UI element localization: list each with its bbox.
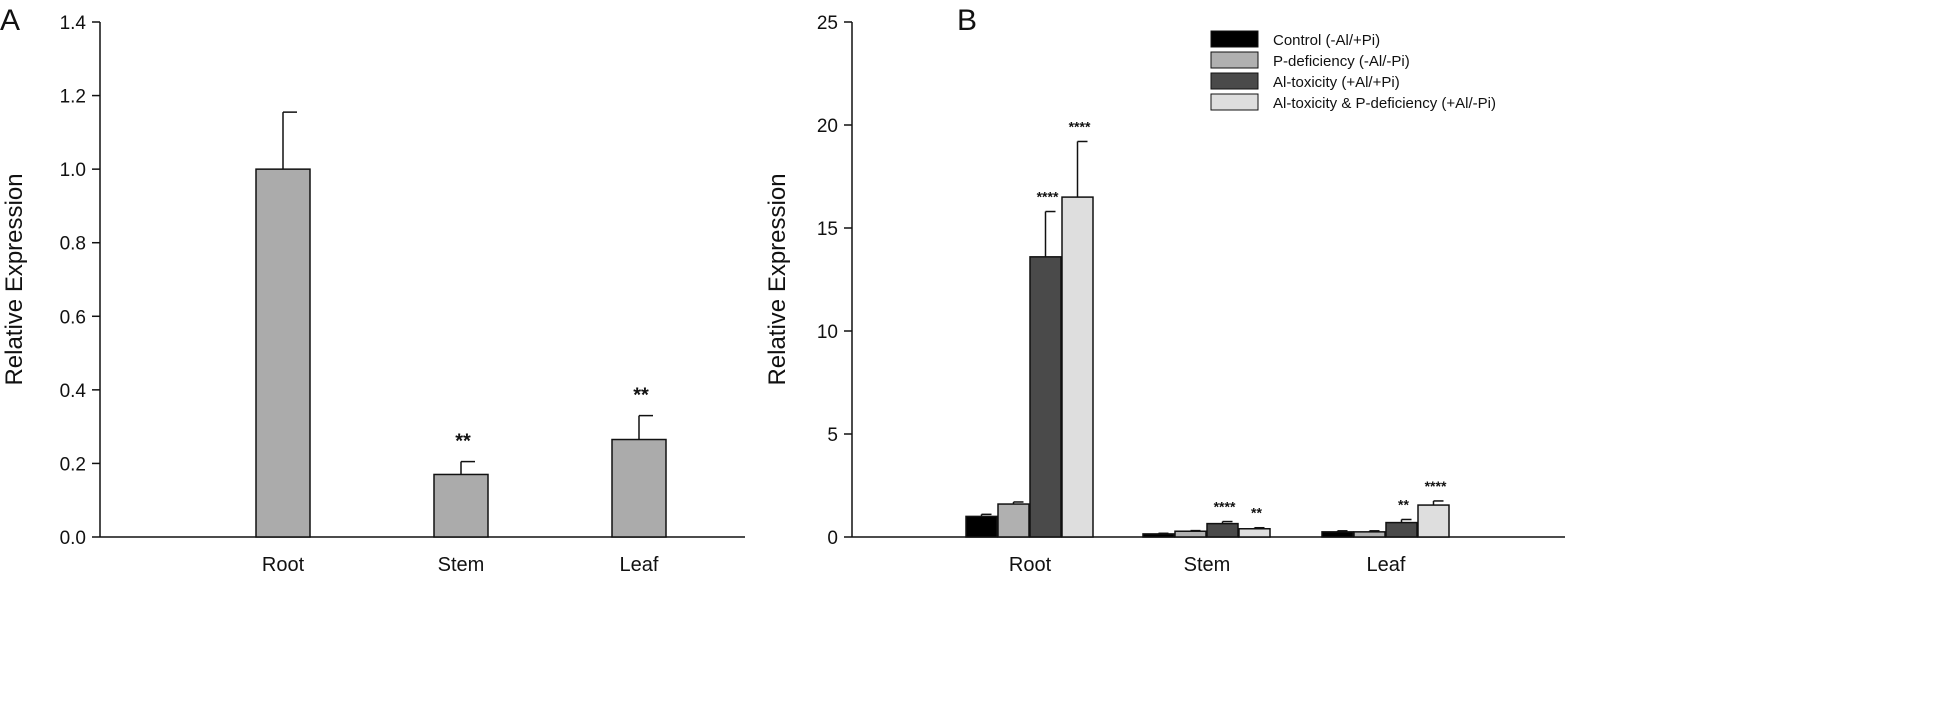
panel-b-significance-marker: **** xyxy=(1069,118,1091,134)
panel-b-bar-leaf-series-3 xyxy=(1385,521,1418,538)
panel-a-significance-marker: ** xyxy=(455,431,471,453)
panel-b-bar-root-series-2 xyxy=(997,503,1030,538)
panel-b-bar-leaf-series-4 xyxy=(1417,504,1450,538)
panel-a-y-axis-label: Relative Expression xyxy=(1,173,28,385)
panel-a-y-tick-label: 1.2 xyxy=(60,87,86,108)
panel-b-y-axis-label: Relative Expression xyxy=(764,173,791,385)
panel-b-bar-leaf-series-2 xyxy=(1353,531,1386,538)
panel-b-significance-marker: ** xyxy=(1251,505,1262,521)
panel-b-category-labels: Root Stem Leaf xyxy=(1009,554,1406,576)
panel-b-bar-stem-series-3 xyxy=(1206,522,1239,538)
panel-b-label: B xyxy=(957,4,977,37)
panel-b-y-tick-label: 10 xyxy=(817,322,838,343)
panel-b-legend-swatch xyxy=(1210,93,1259,111)
panel-a-category-label: Leaf xyxy=(620,554,659,576)
panel-b-legend-swatch xyxy=(1210,51,1259,69)
panel-b-bar-root-series-1 xyxy=(965,515,998,538)
panel-a-significance-marker: ** xyxy=(633,385,649,407)
panel-b-y-tick-label: 25 xyxy=(817,13,838,34)
panel-b-category-label: Root xyxy=(1009,554,1052,576)
panel-b-bar-stem-series-1 xyxy=(1142,533,1175,538)
panel-b-bar-leaf-series-1 xyxy=(1321,531,1354,538)
panel-b-legend-label: P-deficiency (-Al/-Pi) xyxy=(1273,53,1410,70)
panel-b-significance-marker: **** xyxy=(1425,478,1447,494)
panel-a-y-tick-label: 0.6 xyxy=(60,307,86,328)
panel-a-bar-chart: A Relative Expression 0.0 0.2 0.4 0.6 0.8 1.0… xyxy=(0,4,745,576)
panel-a-bar-stem xyxy=(433,473,489,538)
panel-b-legend-swatch xyxy=(1210,30,1259,48)
panel-b-significance-marker: **** xyxy=(1214,499,1236,515)
panel-a-y-tick-label: 1.4 xyxy=(60,13,87,34)
panel-a-y-tick-label: 0.8 xyxy=(60,234,86,255)
panel-b-y-tick-label: 15 xyxy=(817,219,838,240)
panel-b-legend-swatch xyxy=(1210,72,1259,90)
panel-b-category-label: Leaf xyxy=(1367,554,1406,576)
panel-b-bar-root-series-3 xyxy=(1029,256,1062,538)
panel-a-bar-leaf xyxy=(611,438,667,538)
panel-a-bar-root xyxy=(255,168,311,538)
panel-b-legend-label: Al-toxicity (+Al/+Pi) xyxy=(1273,74,1400,91)
panel-b-bar-stem-series-4 xyxy=(1238,528,1271,538)
panel-a-y-tick-label: 0.4 xyxy=(60,381,87,402)
panel-b-bar-stem-series-2 xyxy=(1174,530,1207,538)
panel-a-y-tick-label: 0.2 xyxy=(60,454,86,475)
panel-a-category-labels: Root Stem Leaf xyxy=(262,554,659,576)
panel-b-legend-label: Control (-Al/+Pi) xyxy=(1273,32,1380,49)
panel-b-y-tick-label: 5 xyxy=(827,425,838,446)
panel-a-y-tick-label: 1.0 xyxy=(60,160,86,181)
panel-b-y-ticks: 0 5 10 15 20 25 xyxy=(817,13,852,549)
panel-a-label: A xyxy=(0,4,20,37)
panel-b-legend: Control (-Al/+Pi) P-deficiency (-Al/-Pi) A… xyxy=(1210,30,1496,112)
panel-b-y-tick-label: 0 xyxy=(827,528,838,549)
panel-b-significance-marker: **** xyxy=(1037,189,1059,205)
panel-b-category-label: Stem xyxy=(1184,554,1231,576)
panel-b-legend-label: Al-toxicity & P-deficiency (+Al/-Pi) xyxy=(1273,95,1496,112)
panel-a-y-ticks: 0.0 0.2 0.4 0.6 0.8 1.0 1.2 1.4 xyxy=(60,13,100,549)
panel-a-category-label: Stem xyxy=(438,554,485,576)
panel-b-significance-marker: ** xyxy=(1398,496,1409,512)
panel-b-bar-root-series-4 xyxy=(1061,196,1094,538)
panel-b-y-tick-label: 20 xyxy=(817,116,838,137)
panel-a-y-tick-label: 0.0 xyxy=(60,528,86,549)
panel-b-bars: ************ ******** xyxy=(965,118,1450,538)
panel-a-bars: ** ** xyxy=(255,111,667,538)
panel-a-category-label: Root xyxy=(262,554,305,576)
